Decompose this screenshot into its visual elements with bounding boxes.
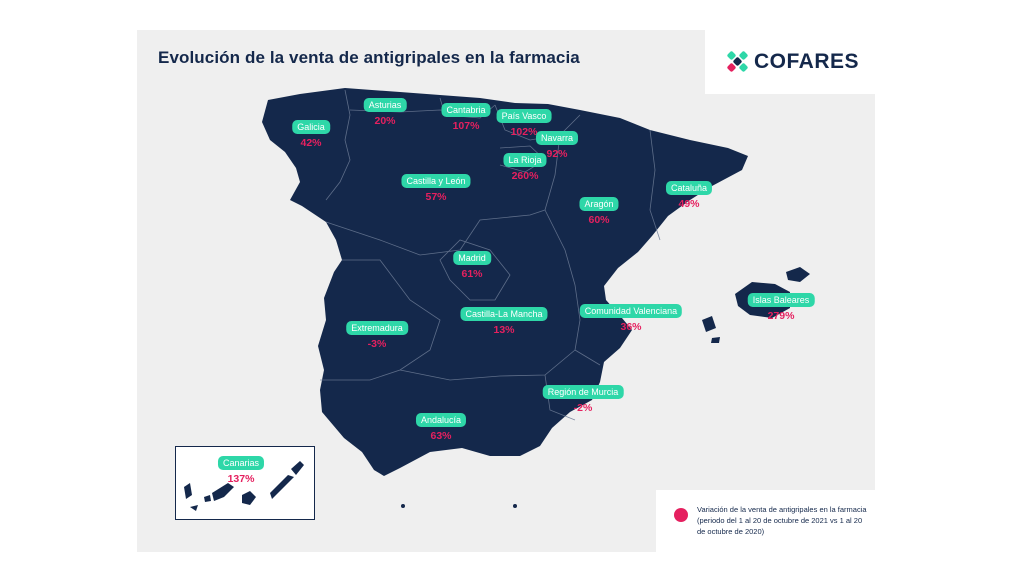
region-label: Comunidad Valenciana 36% (579, 301, 683, 333)
border-cataluna (649, 129, 661, 241)
region-label: País Vasco 102% (496, 106, 552, 138)
border-madrid (439, 239, 511, 301)
border-cyl-south (325, 209, 546, 256)
melilla-shape (513, 504, 517, 508)
region-label: Islas Baleares 279% (747, 290, 815, 322)
region-name: Navarra (535, 131, 579, 145)
border-galicia (325, 89, 351, 201)
region-label: Galicia 42% (292, 117, 330, 149)
region-name: Asturias (363, 98, 407, 112)
region-percent: 92% (546, 148, 568, 160)
region-name: Comunidad Valenciana (579, 304, 683, 318)
region-percent: 60% (588, 214, 610, 226)
region-label: La Rioja 260% (503, 150, 547, 182)
cofares-logo-text: COFARES (754, 50, 860, 73)
region-label: Extremadura -3% (346, 318, 408, 350)
el-hierro-shape (190, 505, 198, 511)
menorca-shape (786, 267, 810, 282)
legend-marker (674, 508, 688, 522)
region-label: Navarra 92% (535, 128, 579, 160)
region-name: Extremadura (346, 321, 408, 335)
region-percent: 42% (300, 137, 322, 149)
border-clm-south (399, 349, 576, 381)
region-percent: 279% (767, 310, 795, 322)
region-percent: 102% (510, 126, 538, 138)
region-label: Castilla-La Mancha 13% (460, 304, 548, 336)
region-percent: -3% (367, 338, 387, 350)
region-name: Región de Murcia (542, 385, 624, 399)
border-valenciana (574, 284, 601, 366)
formentera-shape (711, 337, 720, 343)
legend-text: Variación de la venta de antigripales en… (697, 505, 867, 536)
region-name: Castilla y León (401, 174, 471, 188)
cofares-logo-mark (727, 51, 748, 72)
fuerteventura-shape (270, 475, 294, 499)
tenerife-shape (212, 483, 234, 501)
logo-box (705, 30, 875, 94)
region-label: Madrid 61% (453, 248, 491, 280)
region-percent: -2% (573, 402, 593, 414)
region-name: Cataluña (665, 181, 713, 195)
region-label: Cataluña 49% (665, 178, 713, 210)
region-percent: 20% (374, 115, 396, 127)
legend-box (656, 490, 875, 552)
region-label: Cantabria 107% (441, 100, 491, 132)
peninsula-shape (262, 88, 748, 476)
region-name: Castilla-La Mancha (460, 307, 548, 321)
region-percent: 61% (461, 268, 483, 280)
la-gomera-shape (204, 495, 211, 502)
lanzarote-shape (291, 461, 304, 475)
region-name: Islas Baleares (747, 293, 815, 307)
region-label: Andalucía 63% (415, 410, 467, 442)
region-name: Madrid (453, 251, 491, 265)
region-percent: 13% (493, 324, 515, 336)
region-label: Castilla y León 57% (401, 171, 471, 203)
region-name: Galicia (292, 120, 330, 134)
region-percent: 260% (511, 170, 539, 182)
ceuta-shape (401, 504, 405, 508)
region-name: La Rioja (503, 153, 547, 167)
region-name: Canarias (217, 456, 265, 470)
region-name: País Vasco (496, 109, 552, 123)
gran-canaria-shape (242, 491, 256, 505)
region-percent: 36% (620, 321, 642, 333)
region-percent: 49% (678, 198, 700, 210)
region-percent: 107% (452, 120, 480, 132)
region-percent: 57% (425, 191, 447, 203)
region-name: Cantabria (441, 103, 491, 117)
map-title: Evolución de la venta de antigripales en… (158, 48, 580, 67)
region-name: Aragón (579, 197, 619, 211)
region-label: Región de Murcia -2% (542, 382, 624, 414)
region-label: Asturias 20% (363, 95, 407, 127)
region-name: Andalucía (415, 413, 467, 427)
la-palma-shape (184, 483, 192, 499)
region-percent: 63% (430, 430, 452, 442)
canarias-islands (184, 461, 304, 511)
region-label: Aragón 60% (579, 194, 619, 226)
border-extremadura (320, 259, 441, 381)
ibiza-shape (702, 316, 716, 332)
region-percent: 137% (227, 473, 255, 485)
region-label: Canarias 137% (217, 453, 265, 485)
